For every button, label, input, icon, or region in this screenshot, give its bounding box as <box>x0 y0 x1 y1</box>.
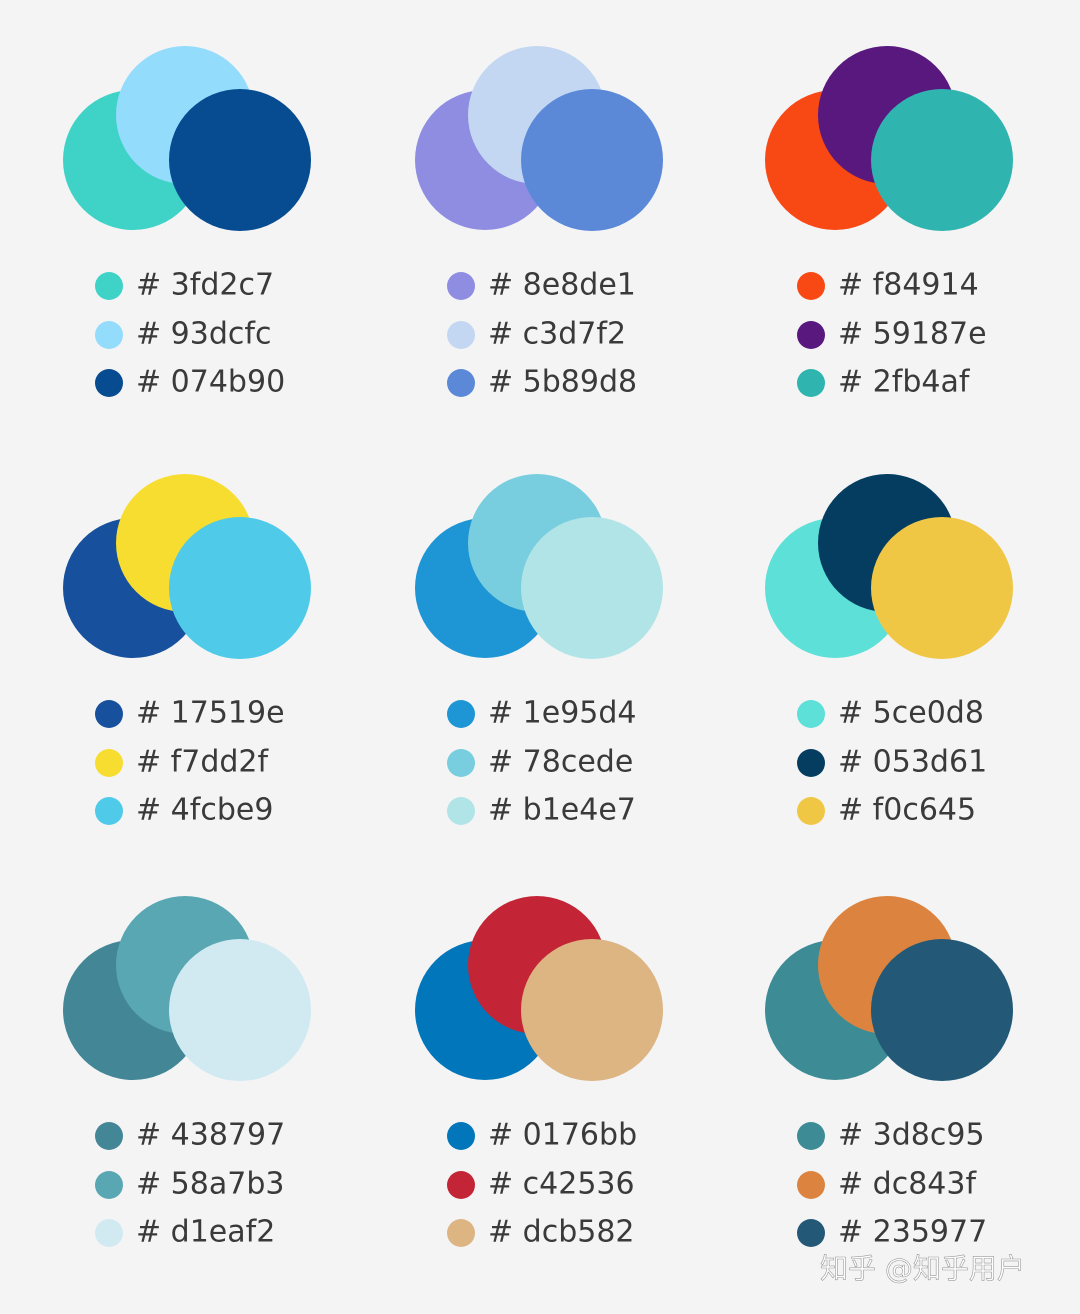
palette-card: # 3d8c95 # dc843f # 235977 <box>765 896 1013 1250</box>
color-code: # 3fd2c7 <box>136 268 274 303</box>
legend-dot <box>447 369 475 397</box>
swatch-circle <box>169 89 311 231</box>
legend-dot <box>95 1171 123 1199</box>
color-code: # 1e95d4 <box>488 696 637 731</box>
color-code: # c42536 <box>488 1167 635 1202</box>
palette-card: # 8e8de1 # c3d7f2 # 5b89d8 <box>415 46 663 400</box>
color-code: # 074b90 <box>136 365 285 400</box>
color-code: # c3d7f2 <box>488 317 626 352</box>
swatch-circle <box>871 939 1013 1081</box>
swatch-circle <box>169 517 311 659</box>
swatch-circle <box>521 89 663 231</box>
legend-dot <box>797 272 825 300</box>
color-code: # 0176bb <box>488 1118 637 1153</box>
legend-dot <box>447 272 475 300</box>
color-code: # 17519e <box>136 696 285 731</box>
color-code: # 59187e <box>838 317 987 352</box>
color-code: # 78cede <box>488 745 633 780</box>
legend-dot <box>797 749 825 777</box>
legend-dot <box>797 797 825 825</box>
color-code: # 5b89d8 <box>488 365 637 400</box>
color-code: # f7dd2f <box>136 745 269 780</box>
legend-dot <box>447 797 475 825</box>
color-code: # f0c645 <box>838 793 976 828</box>
legend-dot <box>797 369 825 397</box>
color-code: # 3d8c95 <box>838 1118 985 1153</box>
legend-dot <box>797 321 825 349</box>
legend-dot <box>447 1171 475 1199</box>
swatch-circle <box>521 939 663 1081</box>
legend-dot <box>797 700 825 728</box>
legend-dot <box>797 1219 825 1247</box>
watermark: 知乎 @知乎用户 <box>820 1252 1025 1285</box>
color-code: # 235977 <box>838 1215 987 1250</box>
palette-card: # 438797 # 58a7b3 # d1eaf2 <box>63 896 311 1250</box>
legend-dot <box>95 797 123 825</box>
color-code: # 58a7b3 <box>136 1167 284 1202</box>
legend-dot <box>95 369 123 397</box>
legend-dot <box>447 321 475 349</box>
color-code: # dc843f <box>838 1167 977 1202</box>
swatch-circle <box>871 517 1013 659</box>
palette-card: # f84914 # 59187e # 2fb4af <box>765 46 1013 400</box>
color-code: # 8e8de1 <box>488 268 636 303</box>
color-code: # 2fb4af <box>838 365 971 400</box>
palette-grid: # 3fd2c7 # 93dcfc # 074b90 # 8e8de1 # c3d7f2… <box>63 46 1013 1250</box>
color-code: # 438797 <box>136 1118 285 1153</box>
legend-dot <box>95 1219 123 1247</box>
color-code: # dcb582 <box>488 1215 635 1250</box>
legend-dot <box>95 700 123 728</box>
color-code: # d1eaf2 <box>136 1215 275 1250</box>
legend-dot <box>797 1171 825 1199</box>
legend-dot <box>447 749 475 777</box>
palette-card: # 17519e # f7dd2f # 4fcbe9 <box>63 474 311 828</box>
color-code: # f84914 <box>838 268 979 303</box>
legend-dot <box>95 1122 123 1150</box>
color-code: # b1e4e7 <box>488 793 636 828</box>
legend-dot <box>447 1122 475 1150</box>
palette-card: # 0176bb # c42536 # dcb582 <box>415 896 663 1250</box>
swatch-circle <box>871 89 1013 231</box>
color-code: # 93dcfc <box>136 317 271 352</box>
color-code: # 053d61 <box>838 745 987 780</box>
legend-dot <box>95 749 123 777</box>
legend-dot <box>447 700 475 728</box>
color-code: # 4fcbe9 <box>136 793 273 828</box>
legend-dot <box>447 1219 475 1247</box>
palette-card: # 5ce0d8 # 053d61 # f0c645 <box>765 474 1013 828</box>
palette-card: # 1e95d4 # 78cede # b1e4e7 <box>415 474 663 828</box>
color-code: # 5ce0d8 <box>838 696 984 731</box>
palette-card: # 3fd2c7 # 93dcfc # 074b90 <box>63 46 311 400</box>
legend-dot <box>797 1122 825 1150</box>
legend-dot <box>95 272 123 300</box>
swatch-circle <box>169 939 311 1081</box>
swatch-circle <box>521 517 663 659</box>
legend-dot <box>95 321 123 349</box>
